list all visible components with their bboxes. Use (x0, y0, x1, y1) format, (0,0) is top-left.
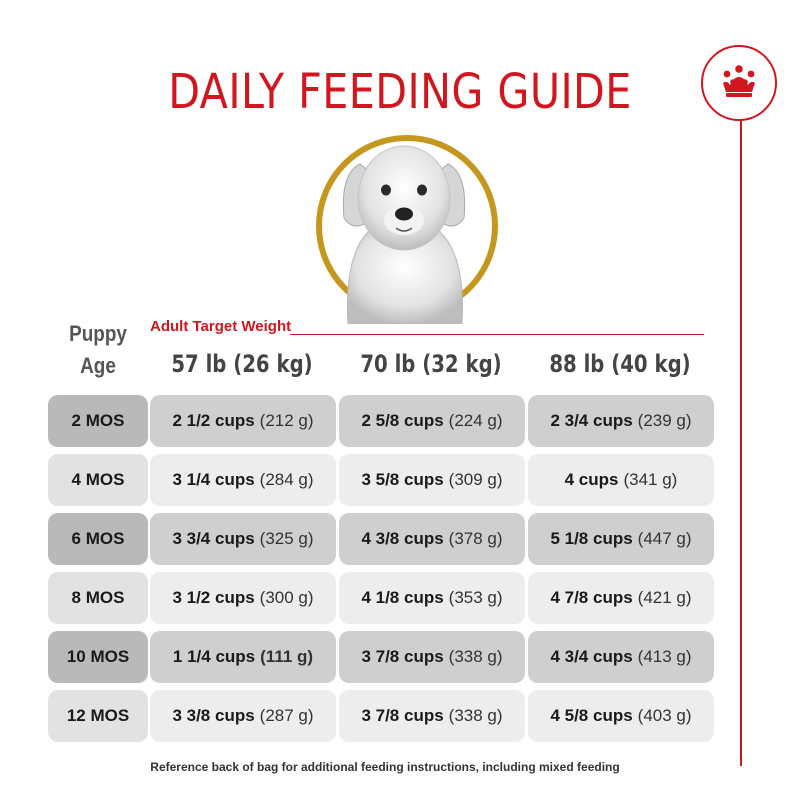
crown-icon (723, 65, 755, 97)
brand-vertical-line (740, 116, 742, 766)
grams-value: (447 g) (637, 529, 692, 548)
amount-cell: 5 1/8 cups (447 g) (528, 513, 714, 565)
cups-value: 3 1/4 cups (172, 470, 255, 489)
grams-value: (212 g) (259, 411, 314, 430)
amount-cell: 3 1/2 cups (300 g) (150, 572, 336, 624)
grams-value: (403 g) (637, 706, 692, 725)
age-cell: 12 MOS (48, 690, 148, 742)
amount-cell: 4 cups (341 g) (528, 454, 714, 506)
page-title: DAILY FEEDING GUIDE (168, 64, 632, 120)
grams-value: (353 g) (448, 588, 503, 607)
cups-value: 2 1/2 cups (172, 411, 255, 430)
amount-cell: 3 3/8 cups (287 g) (150, 690, 336, 742)
grams-value: (224 g) (448, 411, 503, 430)
amount-cell: 3 7/8 cups (338 g) (339, 631, 525, 683)
puppy-age-header-line1: Puppy (69, 321, 127, 346)
cups-value: 3 7/8 cups (361, 706, 444, 725)
cups-value: 2 3/4 cups (550, 411, 633, 430)
grams-value: (413 g) (637, 647, 692, 666)
grams-value: (309 g) (448, 470, 503, 489)
age-cell: 6 MOS (48, 513, 148, 565)
amount-cell: 2 5/8 cups (224 g) (339, 395, 525, 447)
age-cell: 10 MOS (48, 631, 148, 683)
age-cell: 2 MOS (48, 395, 148, 447)
age-cell: 4 MOS (48, 454, 148, 506)
puppy-photo (342, 145, 466, 324)
grams-value: (325 g) (259, 529, 314, 548)
cups-value: 3 3/8 cups (172, 706, 255, 725)
grams-value: (421 g) (637, 588, 692, 607)
cups-value: 4 1/8 cups (361, 588, 444, 607)
grams-value: (300 g) (259, 588, 314, 607)
grams-value: (284 g) (259, 470, 314, 489)
column-header-88lb: 88 lb (40 kg) (549, 350, 691, 378)
cups-value: 4 3/4 cups (550, 647, 633, 666)
cups-value: 4 5/8 cups (550, 706, 633, 725)
cups-value: 4 cups (564, 470, 619, 489)
cups-value: 4 7/8 cups (550, 588, 633, 607)
cups-value: 1 1/4 cups (172, 647, 256, 666)
grams-value: (239 g) (637, 411, 692, 430)
cups-value: 5 1/8 cups (550, 529, 633, 548)
footnote: Reference back of bag for additional fee… (150, 760, 620, 774)
amount-cell: 3 5/8 cups (309 g) (339, 454, 525, 506)
amount-cell: 4 3/4 cups (413 g) (528, 631, 714, 683)
amount-cell: 3 7/8 cups (338 g) (339, 690, 525, 742)
column-header-70lb: 70 lb (32 kg) (360, 350, 502, 378)
cups-value: 2 5/8 cups (361, 411, 444, 430)
column-header-57lb: 57 lb (26 kg) (171, 350, 313, 378)
grams-value: (338 g) (448, 647, 503, 666)
puppy-age-header: Puppy Age (55, 318, 141, 382)
amount-cell: 1 1/4 cups (111 g) (150, 631, 336, 683)
amount-cell: 2 3/4 cups (239 g) (528, 395, 714, 447)
cups-value: 3 5/8 cups (361, 470, 444, 489)
age-cell: 8 MOS (48, 572, 148, 624)
amount-cell: 4 1/8 cups (353 g) (339, 572, 525, 624)
amount-cell: 3 3/4 cups (325 g) (150, 513, 336, 565)
cups-value: 3 1/2 cups (172, 588, 255, 607)
amount-cell: 2 1/2 cups (212 g) (150, 395, 336, 447)
brand-logo (701, 45, 777, 121)
grams-value: (378 g) (448, 529, 503, 548)
amount-cell: 3 1/4 cups (284 g) (150, 454, 336, 506)
target-weight-rule (290, 334, 704, 335)
grams-value: (338 g) (448, 706, 503, 725)
cups-value: 3 3/4 cups (172, 529, 255, 548)
cups-value: 3 7/8 cups (361, 647, 444, 666)
amount-cell: 4 7/8 cups (421 g) (528, 572, 714, 624)
cups-value: 4 3/8 cups (361, 529, 444, 548)
puppy-age-header-line2: Age (80, 353, 116, 378)
adult-target-weight-label: Adult Target Weight (150, 318, 292, 335)
amount-cell: 4 3/8 cups (378 g) (339, 513, 525, 565)
grams-value: (111 g) (260, 647, 314, 666)
grams-value: (287 g) (259, 706, 314, 725)
grams-value: (341 g) (623, 470, 678, 489)
amount-cell: 4 5/8 cups (403 g) (528, 690, 714, 742)
